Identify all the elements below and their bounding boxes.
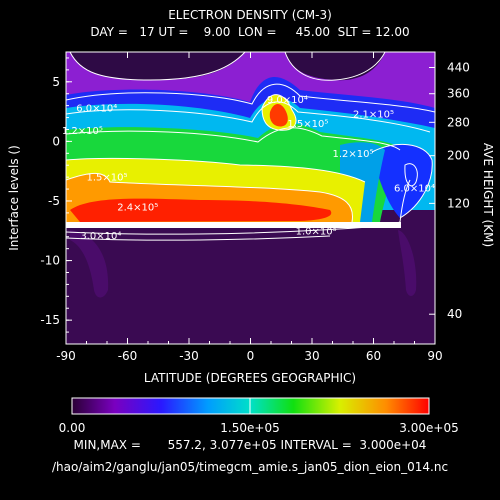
x-tick-label: 60 [366,349,381,363]
y-axis-right: 440 360 280 200 120 40 [429,60,470,321]
x-tick-label: -60 [118,349,138,363]
x-axis-label: LATITUDE (DEGREES GEOGRAPHIC) [144,371,356,385]
x-tick-label: -90 [56,349,76,363]
contour-label: 1.5×10⁵ [287,119,328,130]
contour-line [404,163,418,187]
contour-label: 6.0×10⁴ [394,183,435,194]
contour-label: 2.4×10⁵ [117,203,158,214]
x-axis: -90 -60 -30 0 30 60 90 [56,52,443,363]
y2-tick-label: 120 [447,196,470,210]
y2-tick-label: 200 [447,149,470,163]
contour-line [284,52,386,81]
x-tick-label: 90 [427,349,442,363]
y-tick-label: -10 [40,254,60,268]
contour-line [69,52,246,81]
contour-label: 1.2×10⁵ [332,149,373,160]
field-lower-bright-right [398,230,417,296]
contour-line [371,143,433,219]
contour-line [66,83,435,113]
field-lower-dark [66,228,435,344]
x-tick-label: -30 [179,349,199,363]
contour-labels: 6.0×10⁴ 1.2×10⁵ 1.5×10⁵ 2.4×10⁵ 9.0×10⁴ 1.5×1… [62,95,435,242]
y2-tick-label: 40 [447,307,462,321]
heatmap-field [66,52,435,344]
contour-label: 1.0×10⁵ [296,226,337,237]
contour-line [66,157,366,183]
contour-label: 2.1×10⁵ [353,110,394,121]
contour-line [261,94,297,131]
contour-line [66,179,411,235]
colorbar-mid-label: 1.50e+05 [220,421,279,435]
field-top-dark-right [285,52,385,81]
y-tick-label: -15 [40,313,60,327]
contour-label: 1.5×10⁵ [86,173,127,184]
colorbar-max-label: 3.00e+05 [399,421,458,435]
field-right-blue-pocket [372,144,433,218]
contour-line [66,127,401,151]
y2-tick-label: 280 [447,115,470,129]
contour-label: 6.0×10⁴ [76,104,117,115]
contour-label: 3.0×10⁴ [80,231,121,242]
file-path-text: /hao/aim2/ganglu/jan05/timegcm_amie.s_ja… [52,460,448,474]
chart-title: ELECTRON DENSITY (CM-3) [168,8,332,22]
y-tick-label: 0 [52,134,60,148]
x-tick-label: 0 [247,349,255,363]
colorbar-min-label: 0.00 [59,421,86,435]
contour-line [66,101,431,133]
contour-line [66,173,354,223]
contour-line [66,235,331,241]
y-tick-label: -5 [48,194,60,208]
minmax-text: MIN,MAX = 557.2, 3.077e+05 INTERVAL = 3.… [74,438,427,452]
y-axis-left: -15 -10 -5 0 5 [40,57,72,345]
contour-label: 9.0×10⁴ [267,95,308,106]
contour-lines [66,52,435,241]
y-tick-label: 5 [52,75,60,89]
field-red-core [70,198,332,222]
x-tick-label: 30 [304,349,319,363]
chart-subtitle: DAY = 17 UT = 9.00 LON = 45.00 SLT = 12.… [90,25,409,39]
field-boundary-stripe [66,222,401,228]
y2-tick-label: 440 [447,60,470,74]
contour-label: 1.2×10⁵ [62,126,103,137]
y2-tick-label: 360 [447,87,470,101]
field-lower-bright-left [70,230,109,298]
y-axis-label: Interface levels () [7,145,21,251]
field-equatorial-core [269,103,288,127]
y2-axis-label: AVE HEIGHT (KM) [481,143,495,247]
field-top-dark-left [70,52,245,81]
